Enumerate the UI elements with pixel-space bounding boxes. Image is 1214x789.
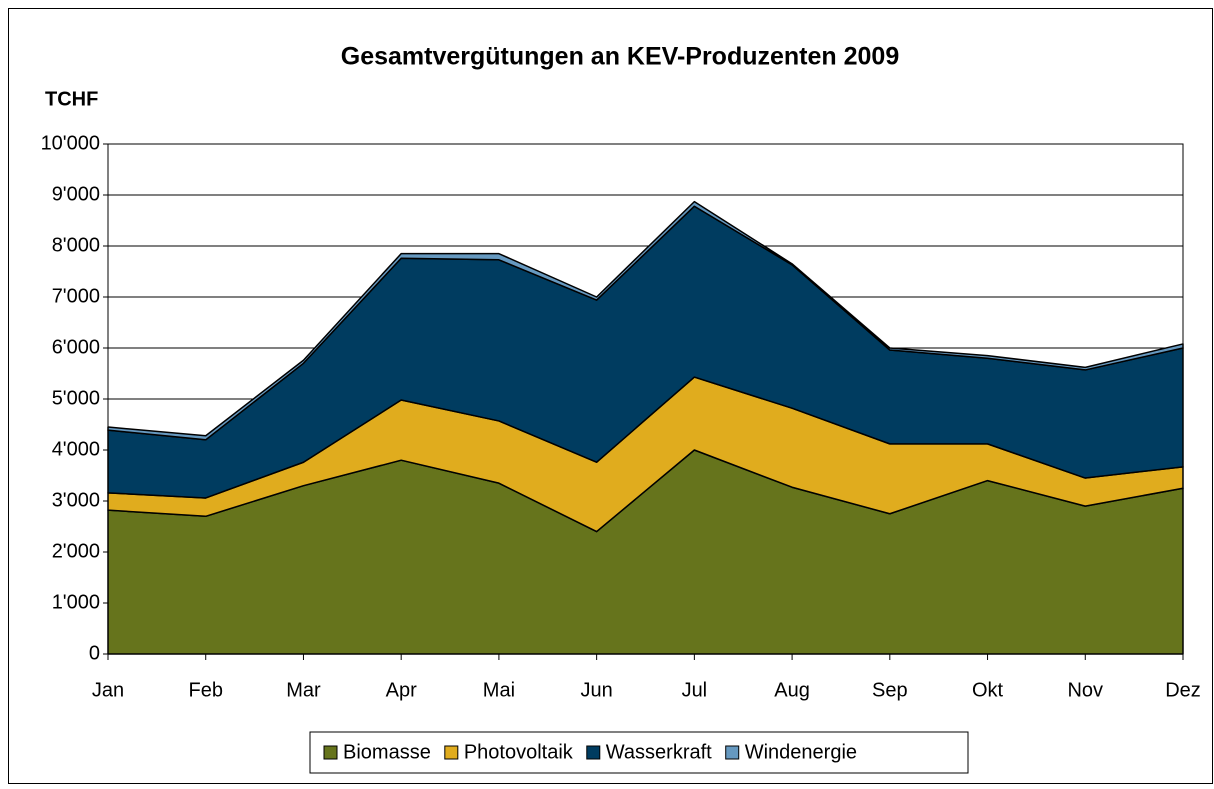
x-tick-label: Nov: [1067, 679, 1103, 701]
y-tick-label: 4'000: [52, 438, 100, 460]
x-tick-label: Mai: [483, 679, 515, 701]
x-tick-label: Sep: [872, 679, 908, 701]
legend-swatch: [725, 745, 740, 760]
y-tick-label: 0: [89, 642, 100, 664]
legend-swatch: [586, 745, 601, 760]
y-tick-label: 5'000: [52, 387, 100, 409]
legend-label: Wasserkraft: [606, 741, 712, 763]
chart-title: Gesamtvergütungen an KEV-Produzenten 200…: [341, 43, 899, 71]
y-tick-label: 1'000: [52, 591, 100, 613]
x-tick-label: Jun: [581, 679, 613, 701]
x-tick-label: Apr: [386, 679, 417, 701]
x-tick-label: Okt: [972, 679, 1004, 701]
x-tick-label: Mar: [286, 679, 321, 701]
y-axis-label: TCHF: [45, 88, 98, 110]
y-tick-label: 8'000: [52, 234, 100, 256]
x-tick-label: Aug: [774, 679, 810, 701]
legend-label: Windenergie: [745, 741, 857, 763]
legend-swatch: [323, 745, 338, 760]
legend-box: [309, 731, 969, 774]
y-tick-label: 10'000: [41, 132, 100, 154]
legend-label: Photovoltaik: [464, 741, 574, 763]
y-tick-label: 2'000: [52, 540, 100, 562]
x-tick-label: Feb: [188, 679, 222, 701]
y-tick-label: 6'000: [52, 336, 100, 358]
y-tick-label: 3'000: [52, 489, 100, 511]
x-tick-label: Jan: [92, 679, 124, 701]
legend-label: Biomasse: [343, 741, 431, 763]
plot-border: [107, 143, 1184, 655]
y-tick-label: 9'000: [52, 183, 100, 205]
x-tick-label: Dez: [1165, 679, 1201, 701]
y-tick-label: 7'000: [52, 285, 100, 307]
x-tick-label: Jul: [682, 679, 708, 701]
legend-swatch: [444, 745, 459, 760]
